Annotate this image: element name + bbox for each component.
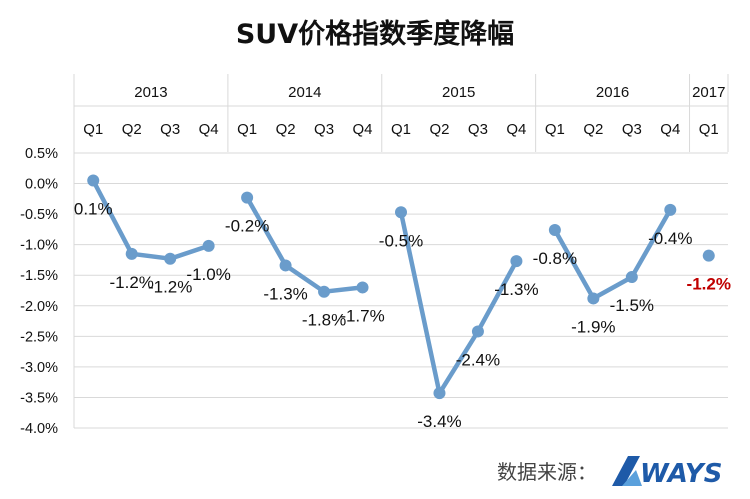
data-point [125,247,138,260]
data-point [202,239,215,252]
year-label: 2013 [134,84,167,101]
chart-title: SUV价格指数季度降幅 [236,18,514,50]
quarter-label: Q2 [122,121,142,138]
year-label: 2014 [288,84,321,101]
y-tick-label: 0.5% [25,146,58,162]
series-line-2016 [552,208,673,301]
data-label: -1.2% [109,273,153,292]
data-label: -0.8% [533,249,577,268]
data-point [587,292,600,305]
y-tick-label: -1.0% [20,238,58,254]
quarter-label: Q4 [353,121,373,138]
y-tick-label: -2.5% [20,329,58,345]
data-label: -0.4% [648,229,692,248]
data-label: -1.8% [302,311,346,330]
data-point [395,206,407,219]
year-label: 2016 [596,84,629,101]
data-label: 0.1% [74,200,113,219]
data-label: -3.4% [417,412,461,431]
data-point [87,174,100,187]
quarter-label: Q3 [314,121,334,138]
data-label: -2.4% [456,350,500,369]
series-lines [91,179,673,396]
brand-name: WAYS [640,459,722,489]
quarter-label: Q3 [622,121,642,138]
data-label: -0.2% [225,217,269,236]
data-point [433,387,446,400]
y-tick-label: -0.5% [20,207,58,223]
data-point [548,224,561,236]
data-label: -1.3% [494,280,538,299]
quarter-label: Q1 [391,121,411,138]
series-line-2014 [245,196,363,294]
y-tick-label: -4.0% [20,421,58,437]
data-point [356,281,369,294]
year-label: 2017 [692,84,725,101]
y-tick-label: -2.0% [20,299,58,315]
y-tick-label: -1.5% [20,268,58,284]
source-label: 数据来源： [497,460,597,484]
quarter-label: Q4 [199,121,219,138]
quarter-label: Q3 [160,121,180,138]
quarter-label: Q1 [237,121,257,138]
data-label: -1.0% [186,265,230,284]
data-labels: 0.1%-1.2%-1.2%-1.0%-0.2%-1.3%-1.8%-1.7%-… [74,200,731,432]
year-label: 2015 [442,84,475,101]
category-header: 2013 2014 2015 2016 2017 Q1 Q2 Q3 Q4 Q1 Q2 Q3 Q4 Q1 Q2… [74,74,729,152]
data-label: -0.5% [379,231,423,250]
data-point [318,285,331,298]
gridlines [73,74,728,429]
quarter-label: Q4 [660,121,680,138]
data-point [510,255,523,268]
quarter-label: Q1 [545,121,565,138]
data-point [471,325,484,338]
quarter-label: Q4 [506,121,526,138]
data-point [625,271,638,284]
data-label: -1.2% [148,278,192,297]
y-tick-label: 0.0% [25,177,58,193]
series-line-2015 [398,211,519,396]
y-tick-label: -3.5% [20,390,58,406]
series-line-2013 [91,179,210,261]
data-point [164,252,177,265]
quarter-label: Q2 [583,121,603,138]
data-point [702,249,715,262]
data-label: -1.3% [263,284,307,303]
quarter-label: Q1 [699,121,719,138]
data-label: -1.2% [687,275,731,294]
data-point [241,191,254,204]
data-point [279,259,292,272]
quarter-label: Q1 [83,121,103,138]
quarter-label: Q3 [468,121,488,138]
series-points [87,174,715,400]
source-footer: 数据来源： WAYS [497,456,722,489]
y-axis: 0.5% 0.0% -0.5% -1.0% -1.5% -2.0% -2.5% -3.0% -3… [20,146,58,437]
data-label: -1.7% [340,306,384,325]
y-tick-label: -3.0% [20,360,58,376]
ways-logo-icon [612,456,642,486]
data-label: -1.9% [571,317,615,336]
data-point [664,203,677,216]
data-label: -1.5% [610,296,654,315]
quarter-label: Q2 [276,121,296,138]
quarter-label: Q2 [429,121,449,138]
